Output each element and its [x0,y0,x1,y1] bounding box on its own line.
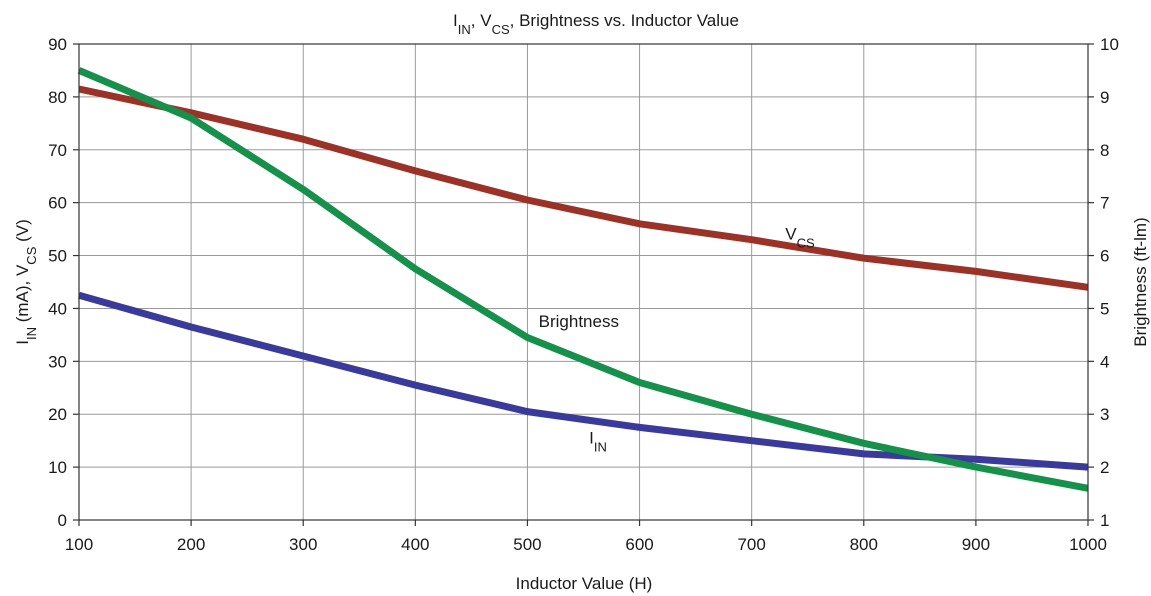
y-tick-label: 0 [58,511,67,530]
x-tick-label: 600 [625,535,653,554]
series-line-vcs [78,85,1089,291]
y2-tick-label: 7 [1100,194,1109,213]
y2-tick-label: 8 [1100,141,1109,160]
y2-tick-label: 10 [1100,35,1119,54]
y2-tick-label: 3 [1100,405,1109,424]
x-tick-label: 1000 [1069,535,1107,554]
x-tick-label: 500 [513,535,541,554]
chart-title: IIN, VCS, Brightness vs. Inductor Value [453,11,739,37]
x-tick-label: 400 [401,535,429,554]
tick-marks [73,43,1094,526]
y2-tick-label: 9 [1100,88,1109,107]
series-label-brightness: Brightness [539,312,619,331]
y2-tick-label: 2 [1100,458,1109,477]
x-tick-label: 100 [65,535,93,554]
y2-tick-label: 4 [1100,352,1109,371]
grid [78,43,1089,521]
x-axis-label: Inductor Value (H) [516,574,653,593]
y-tick-label: 10 [48,458,67,477]
y2-tick-label: 5 [1100,299,1109,318]
y2-tick-label: 1 [1100,511,1109,530]
series-lines [77,67,1089,492]
plot-frame [78,43,1089,521]
x-tick-label: 300 [289,535,317,554]
y-tick-label: 50 [48,247,67,266]
y-tick-labels: 0 10 20 30 40 50 60 70 80 90 [48,35,67,530]
x-tick-label: 700 [737,535,765,554]
y-tick-label: 40 [48,299,67,318]
x-tick-labels: 100 200 300 400 500 600 700 800 900 1000 [65,535,1107,554]
series-label-vcs: VCS [785,225,815,251]
y2-tick-labels: 1 2 3 4 5 6 7 8 9 10 [1100,35,1119,530]
y-tick-label: 80 [48,88,67,107]
series-line-brightness [77,67,1089,492]
y-axis-label: IIN (mA), VCS (V) [13,219,39,345]
series-labels: IIN VCS Brightness [539,225,815,454]
y-tick-label: 20 [48,405,67,424]
y2-tick-label: 6 [1100,247,1109,266]
y2-axis-label: Brightness (ft-lm) [1131,217,1150,346]
x-tick-label: 200 [177,535,205,554]
y-tick-label: 90 [48,35,67,54]
x-tick-label: 800 [850,535,878,554]
y-tick-label: 30 [48,352,67,371]
y-tick-label: 70 [48,141,67,160]
y-tick-label: 60 [48,194,67,213]
series-label-iin: IIN [589,428,607,454]
x-tick-label: 900 [962,535,990,554]
